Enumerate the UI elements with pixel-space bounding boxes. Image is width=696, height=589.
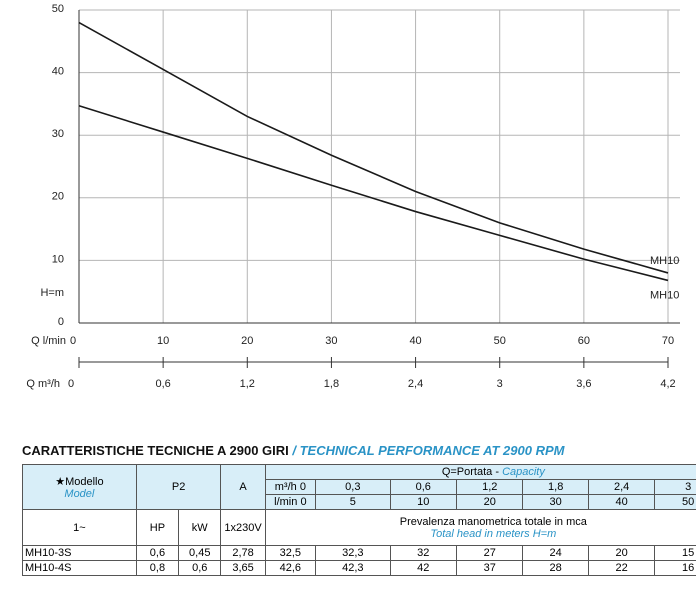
cell: 20 — [455, 494, 524, 510]
y-tick-label: 10 — [52, 253, 64, 265]
x-tick-label: 20 — [241, 335, 253, 347]
cell: 15 — [654, 545, 696, 561]
cell: 5 — [315, 494, 391, 510]
cell: 30 — [522, 494, 589, 510]
data-row: MH10-3S 0,6 0,45 2,78 32,5 32,3 32 27 24 20 15 — [22, 545, 696, 561]
cell: Capacity — [502, 466, 545, 478]
cell: P2 — [135, 464, 222, 510]
cell: 42,3 — [315, 560, 391, 576]
cell: m³/h 0 — [264, 479, 317, 495]
head-cell: Prevalenza manometrica totale in mca Tota… — [264, 509, 696, 546]
cell: m³/h — [274, 481, 297, 493]
series-line — [78, 105, 669, 282]
cell: HP — [135, 509, 180, 546]
cell: 20 — [587, 545, 656, 561]
x2-axis-label: Q m³/h — [26, 378, 60, 390]
capacity-header: Q=Portata - Capacity — [264, 464, 696, 480]
x2-tick-label: 0 — [68, 378, 74, 390]
cell: 24 — [522, 545, 589, 561]
cell: l/min 0 — [264, 494, 317, 510]
cell: 10 — [389, 494, 458, 510]
x2-tick-label: 1,2 — [240, 378, 255, 390]
cell: 32,5 — [264, 545, 317, 561]
x2-tick-label: 2,4 — [408, 378, 423, 390]
x-tick-label: 30 — [325, 335, 337, 347]
cell: 0 — [300, 496, 307, 508]
cell: 0,8 — [135, 560, 180, 576]
cell: 0,6 — [178, 560, 222, 576]
header-row: ★Modello Model P2 A Q=Portata - Capacity — [22, 464, 696, 510]
y-tick-label: 0 — [58, 316, 64, 328]
chart: 0 10 20 30 40 50 0 10 20 30 40 50 60 70 H=m Q l/min 0 0,6… — [26, 3, 680, 390]
x-tick-label: 40 — [409, 335, 421, 347]
table-title: CARATTERISTICHE TECNICHE A 2900 GIRI / T… — [22, 443, 564, 458]
x2-tick-label: 3,6 — [576, 378, 591, 390]
x-axis-label: Q l/min — [31, 335, 66, 347]
x2-tick-label: 4,2 — [660, 378, 675, 390]
x-tick-label: 10 — [157, 335, 169, 347]
cell: Total head in meters H=m — [430, 527, 557, 540]
table-container: ★Modello Model P2 A Q=Portata - Capacity … — [22, 464, 696, 582]
cell: A — [220, 464, 266, 510]
cell: kW — [178, 509, 222, 546]
units-row: 1~ HP kW 1x230V Prevalenza manometrica t… — [22, 509, 696, 546]
cell: MH10-3S — [22, 545, 137, 561]
title-it: CARATTERISTICHE TECNICHE A 2900 GIRI — [22, 443, 289, 458]
cell: Model — [64, 487, 95, 500]
y-tick-label: 50 — [52, 3, 64, 15]
series-label: MH10 — [650, 255, 679, 267]
cell: 1~ — [22, 509, 137, 546]
y-tick-label: 30 — [52, 128, 64, 140]
cell: 50 — [654, 494, 696, 510]
x-tick-label: 70 — [662, 335, 674, 347]
model-header: ★Modello Model — [22, 464, 137, 510]
cell: Q=Portata - — [441, 466, 503, 478]
cell: 32 — [389, 545, 458, 561]
series-label: MH10 — [650, 289, 679, 301]
cell: 0,6 — [389, 479, 458, 495]
cell: 32,3 — [315, 545, 391, 561]
title-en: / TECHNICAL PERFORMANCE AT 2900 RPM — [288, 443, 565, 458]
cell: 3,65 — [220, 560, 266, 576]
y-axis-label: H=m — [40, 287, 64, 299]
cell: 28 — [522, 560, 589, 576]
cell: 0,3 — [315, 479, 391, 495]
data-rows: MH10-3S 0,6 0,45 2,78 32,5 32,3 32 27 24 20 15 MH10… — [22, 545, 696, 576]
series-line — [78, 21, 669, 274]
cell: 2,78 — [220, 545, 266, 561]
cell: 37 — [455, 560, 524, 576]
cell: 0,6 — [135, 545, 180, 561]
cell: 42,6 — [264, 560, 317, 576]
cell: 42 — [389, 560, 458, 576]
cell: 0 — [299, 481, 306, 493]
x-tick-label: 60 — [578, 335, 590, 347]
x-tick-label: 50 — [494, 335, 506, 347]
x2-tick-label: 0,6 — [155, 378, 170, 390]
cell: 1,8 — [522, 479, 589, 495]
x2-tick-label: 3 — [497, 378, 503, 390]
cell: 1x230V — [220, 509, 266, 546]
spec-table: ★Modello Model P2 A Q=Portata - Capacity … — [22, 464, 696, 576]
cell: 40 — [587, 494, 656, 510]
cell: 27 — [455, 545, 524, 561]
cell: Prevalenza manometrica totale in mca — [399, 515, 587, 528]
cell: 16 — [654, 560, 696, 576]
x-tick-label: 0 — [70, 335, 76, 347]
cell: 22 — [587, 560, 656, 576]
cell: 3 — [654, 479, 696, 495]
x2-tick-label: 1,8 — [324, 378, 339, 390]
cell: ★Modello — [55, 475, 104, 488]
cell: l/min — [274, 496, 298, 508]
cell: 2,4 — [587, 479, 656, 495]
cell: 0,45 — [178, 545, 222, 561]
cell: MH10-4S — [22, 560, 137, 576]
cell: 1,2 — [455, 479, 524, 495]
y-tick-label: 20 — [52, 191, 64, 203]
y-tick-label: 40 — [52, 66, 64, 78]
data-row: MH10-4S 0,8 0,6 3,65 42,6 42,3 42 37 28 22 16 — [22, 560, 696, 576]
